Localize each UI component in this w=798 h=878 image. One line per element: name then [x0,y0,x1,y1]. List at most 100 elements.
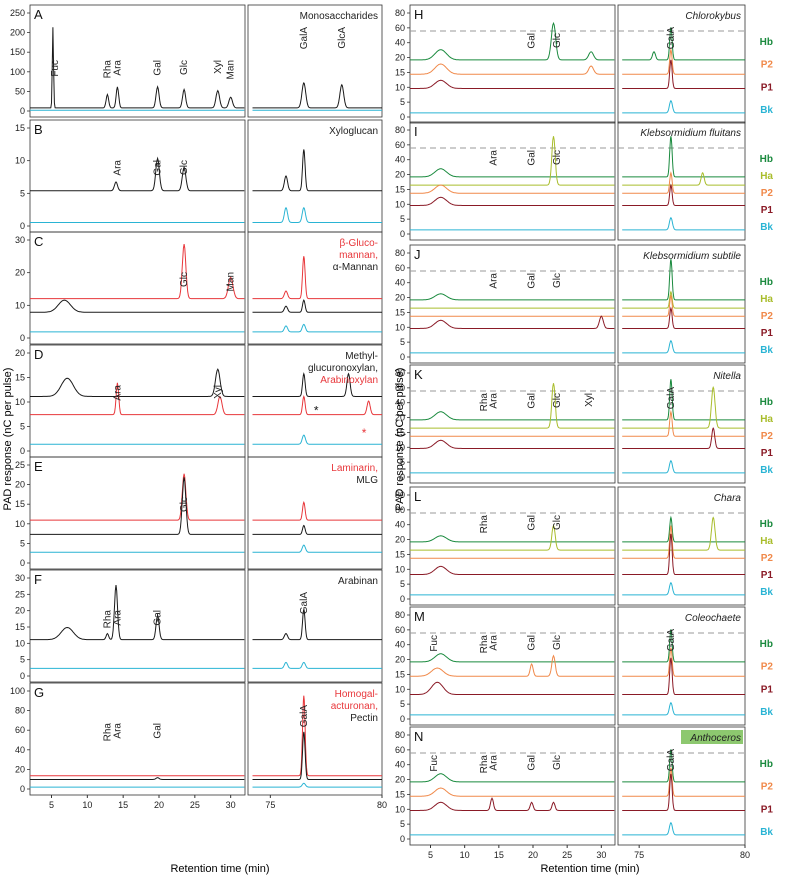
legend-label: P1 [761,684,774,695]
x-tick-label: 75 [265,800,275,810]
y-tick-label: 0 [20,221,25,231]
panel-title: mannan, [339,250,378,261]
peak-label: Ara [112,385,123,401]
peak-label: Gal [153,610,164,626]
y-tick-label: 5 [20,655,25,665]
series-line-P1 [622,657,745,695]
series-line-Hb [622,629,745,663]
y-tick-label: 25 [15,589,25,599]
series-line-P1 [622,533,745,575]
peak-label: Xyl [213,60,224,74]
series-line-Hb [410,653,615,663]
series-line-Bk [622,99,745,114]
peak-label: Glc [179,272,190,287]
panel-title-secondary: Arabinoxylan [320,375,378,386]
y-tick-label: 5 [400,699,405,709]
legend-label: P2 [761,188,774,199]
series-line-Ha [410,383,615,429]
panel-frame-left [29,4,246,118]
legend-label: Hb [760,397,773,408]
legend-label: Bk [760,587,773,598]
y-tick-label: 100 [10,686,25,696]
y-tick-label: 80 [395,8,405,18]
y-tick-label: 80 [395,125,405,135]
y-tick-label: 10 [15,300,25,310]
panel-frame-left [409,726,616,846]
panel-letter: H [414,7,423,22]
y-tick-label: 150 [10,47,25,57]
series-line-standards [252,81,382,109]
legend-label: P1 [761,448,774,459]
panel-frame-left [409,606,616,726]
panel-letter: G [34,685,44,700]
panel-C: C 0 10 20 30 Glc Man β-Gluco-mannan,α-Mannan [15,231,383,345]
right-peak-label: GalA [666,749,677,772]
series-line-P2 [410,63,615,75]
peak-label: Glc [552,755,563,770]
panel-frame-right [617,121,746,241]
peak-label: Glc [179,60,190,75]
peak-label: Ara [112,160,123,176]
series-line-Hb [622,379,745,421]
y-tick-label: 20 [395,170,405,180]
series-line-P1 [410,79,615,89]
panel-G: G 0 20 40 60 80 100 Rha Ara Gal GalA Homogal-acturo… [10,682,383,796]
panel-frame-right [247,682,383,796]
panel-title: Arabinan [338,576,378,587]
series-line-P1 [622,59,745,89]
panel-frame-right [247,569,383,683]
series-line-P1 [410,797,615,811]
y-tick-label: 30 [15,573,25,583]
y-tick-label: 5 [400,579,405,589]
series-line-Bk [622,581,745,596]
y-tick-label: 15 [395,184,405,194]
series-line-Ha [622,290,745,309]
panel-letter: E [34,459,43,474]
panel-title: β-Gluco- [339,238,378,249]
y-tick-label: 80 [15,706,25,716]
series-line-Hb [410,293,615,301]
y-tick-label: 0 [400,112,405,122]
y-tick-label: 5 [20,188,25,198]
y-tick-label: 5 [400,337,405,347]
series-line-MLG [30,477,245,535]
peak-label: Fuc [50,60,61,77]
series-line-P2 [622,171,745,194]
peak-label: Rha [102,60,113,79]
series-line-P2 [622,409,745,437]
legend-label: Hb [760,37,773,48]
panel-letter: N [414,729,423,744]
y-tick-label: 5 [20,538,25,548]
series-line-β-Glucomannan [252,256,382,300]
panel-title: glucuronoxylan, [308,363,378,374]
panel-frame-left [29,682,246,796]
panel-title: Chara [714,493,742,504]
panel-frame-right [617,4,746,124]
y-tick-label: 20 [395,535,405,545]
panel-frame-left [29,344,246,458]
peak-label: Rha [479,755,490,774]
panel-frame-left [409,121,616,241]
series-line-blank [252,323,382,333]
y-tick-label: 200 [10,28,25,38]
y-tick-label: 20 [15,268,25,278]
y-tick-label: 0 [20,446,25,456]
legend-label: Bk [760,345,773,356]
series-line-P2 [622,525,745,559]
series-line-blank [252,544,382,553]
peak-label: Man [226,272,237,291]
panel-title-secondary: α-Mannan [333,262,378,273]
right-peak-label: GalA [666,27,677,50]
legend-label: Ha [760,414,773,425]
series-line-Hb [410,21,615,61]
x-tick-label: 10 [460,850,470,860]
x-tick-label: 5 [428,850,433,860]
panel-frame-left [409,486,616,606]
series-line-blank [252,207,382,223]
peak-label: Gal [527,515,538,531]
y-tick-label: 60 [15,725,25,735]
y-tick-label: 10 [395,564,405,574]
